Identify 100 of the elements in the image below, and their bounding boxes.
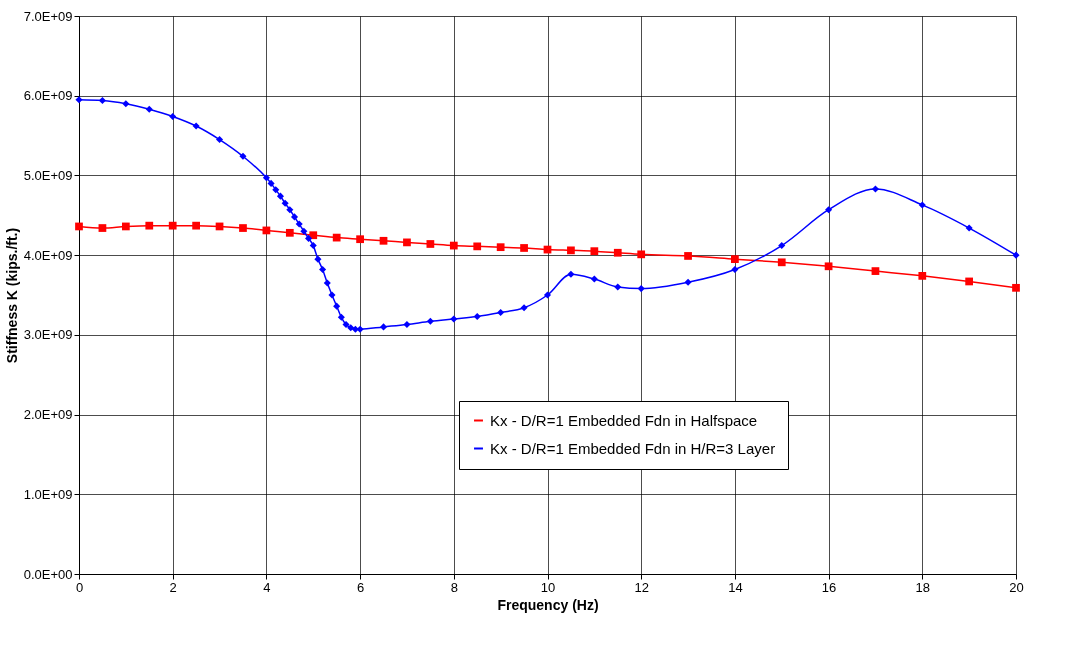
point <box>192 122 200 130</box>
point <box>122 100 130 108</box>
point <box>731 255 739 263</box>
y-tick-label: 1.0E+09 <box>23 486 73 502</box>
point <box>328 291 336 299</box>
point <box>426 240 435 248</box>
point <box>1012 283 1020 292</box>
point <box>473 242 482 251</box>
point <box>323 279 331 287</box>
point <box>309 231 318 240</box>
point <box>347 324 355 332</box>
point <box>543 291 552 299</box>
y-tick-label: 2.0E+09 <box>23 407 73 423</box>
x-tick-label: 16 <box>821 579 837 595</box>
point <box>567 246 575 255</box>
x-tick-label: 18 <box>915 579 931 595</box>
point <box>379 323 388 331</box>
y-tick-label: 4.0E+09 <box>23 247 73 263</box>
point <box>684 278 692 286</box>
point <box>871 185 879 193</box>
x-tick-label: 20 <box>1009 579 1024 595</box>
point <box>1012 251 1020 259</box>
point <box>520 304 528 312</box>
point <box>290 213 299 221</box>
point <box>337 313 345 321</box>
point <box>267 179 275 187</box>
point <box>356 325 364 333</box>
x-tick-label: 10 <box>540 579 556 595</box>
point <box>319 265 327 274</box>
point <box>239 224 247 232</box>
legend-label: Kx - D/R=1 Embedded Fdn in Halfspace <box>490 411 758 429</box>
point <box>965 224 973 232</box>
point <box>403 238 411 247</box>
point <box>496 243 505 252</box>
point <box>777 258 786 267</box>
point <box>403 320 411 329</box>
point <box>614 283 622 291</box>
point <box>520 244 528 252</box>
point <box>333 302 341 310</box>
point <box>965 277 974 286</box>
point <box>778 242 786 250</box>
point <box>276 192 284 200</box>
y-tick-label: 6.0E+09 <box>23 88 73 104</box>
point <box>75 222 83 231</box>
point <box>168 221 177 230</box>
point <box>426 317 434 325</box>
y-tick-label: 3.0E+09 <box>23 327 73 343</box>
y-tick-label: 7.0E+09 <box>23 8 73 24</box>
x-tick-label: 14 <box>728 579 743 595</box>
point <box>731 265 739 274</box>
point <box>497 309 505 317</box>
point <box>824 262 833 271</box>
point <box>98 224 107 232</box>
point <box>309 242 317 250</box>
point <box>356 235 364 244</box>
x-axis-title: Frequency (Hz) <box>497 596 599 613</box>
point <box>281 199 289 207</box>
y-tick-label: 5.0E+09 <box>23 167 73 183</box>
point <box>314 255 322 263</box>
x-tick-label: 4 <box>263 579 271 595</box>
point <box>871 267 880 275</box>
x-tick-label: 12 <box>634 579 649 595</box>
point <box>295 220 303 228</box>
x-tick-label: 6 <box>356 579 365 595</box>
point <box>825 206 833 214</box>
y-axis-title: Stiffness K (kips./ft.) <box>3 227 20 364</box>
point <box>449 241 458 250</box>
point <box>590 275 598 283</box>
point <box>145 105 153 113</box>
x-tick-label: 2 <box>169 579 177 595</box>
point <box>342 320 350 329</box>
point <box>285 228 294 237</box>
x-tick-label: 0 <box>75 579 84 595</box>
point <box>262 174 270 182</box>
point <box>379 236 388 245</box>
x-tick-label: 8 <box>450 579 458 595</box>
point <box>567 270 575 278</box>
point <box>473 312 481 321</box>
point <box>121 222 130 231</box>
point <box>272 186 280 194</box>
point <box>305 234 313 242</box>
point <box>613 248 622 257</box>
point <box>192 221 200 230</box>
legend-label: Kx - D/R=1 Embedded Fdn in H/R=3 Layer <box>490 439 776 457</box>
point <box>145 221 154 230</box>
point <box>239 152 247 160</box>
point <box>637 250 646 259</box>
point <box>918 201 926 209</box>
point <box>918 272 927 280</box>
point <box>169 112 177 120</box>
point <box>332 233 341 242</box>
point <box>286 206 294 214</box>
point <box>300 227 308 235</box>
point <box>98 96 106 105</box>
point <box>684 252 692 260</box>
y-tick-label: 0.0E+00 <box>23 566 73 582</box>
point <box>216 136 224 144</box>
point <box>590 247 599 256</box>
point <box>637 285 645 293</box>
point <box>450 315 458 323</box>
